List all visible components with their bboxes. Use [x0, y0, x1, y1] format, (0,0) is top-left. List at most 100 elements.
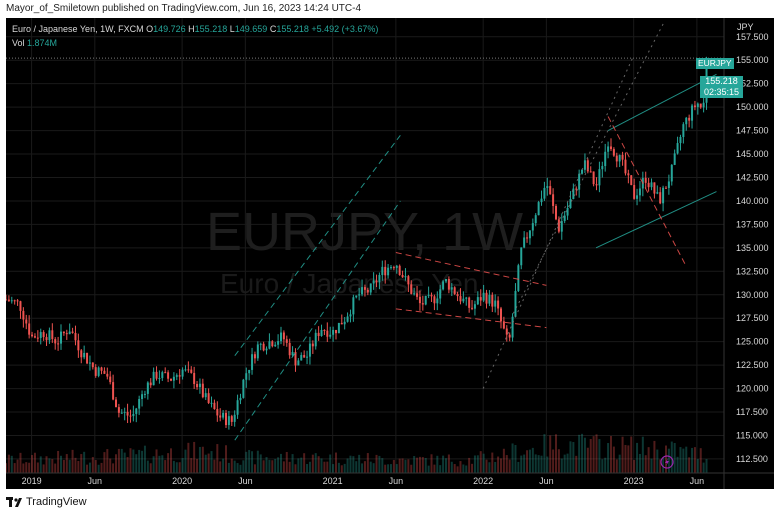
volume-bar: [268, 459, 271, 473]
volume-bar: [48, 458, 51, 473]
volume-bar: [488, 462, 491, 473]
volume-bar: [97, 464, 100, 473]
candle-body: [473, 304, 476, 309]
candle-body: [282, 332, 285, 340]
candle-body: [210, 402, 213, 404]
volume-bar: [297, 458, 300, 473]
candle-body: [187, 369, 190, 371]
candle-body: [355, 295, 358, 298]
volume-bar: [679, 447, 682, 473]
candle-body: [204, 393, 207, 398]
candle-body: [161, 372, 164, 379]
candle-body: [505, 328, 508, 335]
price-chart[interactable]: EURJPY, 1W Euro / Japanese Yen JPY 112.500 1…: [6, 18, 774, 489]
volume-bar: [699, 448, 702, 473]
volume-bar: [198, 446, 201, 473]
candle-body: [222, 412, 225, 418]
candle-body: [468, 297, 471, 308]
volume-bar: [245, 451, 248, 473]
candle-body: [410, 284, 413, 294]
volume-bar: [259, 454, 262, 473]
volume-bar: [65, 454, 68, 473]
price-tick-label: 135.000: [736, 243, 769, 253]
price-tick-label: 125.000: [736, 337, 769, 347]
chart-frame[interactable]: EURJPY, 1W Euro / Japanese Yen JPY 112.500 1…: [6, 18, 774, 489]
volume-bar: [540, 455, 543, 473]
candle-body: [57, 343, 60, 345]
price-tick-label: 127.500: [736, 313, 769, 323]
candle-body: [10, 300, 13, 302]
volume-bar: [129, 448, 132, 473]
volume-bar: [181, 457, 184, 473]
vol-value: 1.874M: [27, 38, 58, 48]
candle-body: [233, 414, 236, 422]
candle-body: [230, 416, 233, 422]
candle-body: [71, 331, 74, 334]
volume-bar: [164, 460, 167, 473]
price-tick-label: 155.000: [736, 55, 769, 65]
candle-body: [352, 297, 355, 315]
volume-bar: [491, 452, 494, 473]
volume-bar: [36, 462, 39, 473]
volume-bar: [523, 454, 526, 473]
candle-body: [702, 102, 705, 108]
volume-bar: [187, 442, 190, 473]
candle-body: [398, 265, 401, 276]
candle-body: [120, 412, 123, 414]
volume-bar: [114, 454, 117, 473]
volume-bar: [670, 441, 673, 473]
trendline-rising_channel_2020: [234, 200, 401, 441]
candle-body: [387, 267, 390, 276]
candle-body: [94, 367, 97, 376]
candle-body: [16, 300, 19, 302]
volume-bar: [294, 464, 297, 473]
volume-bar: [190, 458, 193, 473]
candle-body: [592, 171, 595, 185]
volume-bar: [251, 451, 254, 473]
volume-bar: [667, 448, 670, 473]
trendline-descending_channel_2021: [395, 308, 547, 329]
volume-bar: [146, 460, 149, 473]
volume-bar: [583, 437, 586, 473]
volume-bar: [42, 464, 45, 473]
price-tick-label: 140.000: [736, 196, 769, 206]
volume-bar: [332, 464, 335, 473]
price-tick-label: 137.500: [736, 219, 769, 229]
volume-bar: [560, 458, 563, 473]
candle-body: [311, 343, 314, 347]
candle-body: [303, 355, 306, 358]
candle-body: [146, 382, 149, 394]
candle-body: [169, 378, 172, 381]
candle-body: [499, 308, 502, 322]
candle-body: [181, 369, 184, 377]
candle-body: [375, 280, 378, 283]
volume-bar: [109, 458, 112, 473]
time-tick-label: 2022: [473, 476, 493, 486]
candle-body: [650, 182, 653, 188]
candle-body: [630, 175, 633, 186]
volume-bar: [436, 455, 439, 473]
candle-body: [253, 354, 256, 359]
volume-bar: [152, 456, 155, 473]
volume-bar: [308, 461, 311, 473]
price-tick-label: 117.500: [736, 407, 768, 417]
volume-bar: [407, 459, 410, 473]
volume-bar: [39, 456, 42, 473]
candle-body: [265, 348, 268, 351]
volume-bar: [612, 446, 615, 473]
volume-bar: [378, 455, 381, 473]
volume-bar: [45, 456, 48, 473]
volume-bar: [352, 456, 355, 473]
volume-bar: [427, 465, 430, 473]
volume-bar: [615, 459, 618, 473]
volume-bar: [502, 448, 505, 473]
candle-body: [251, 354, 254, 370]
candle-body: [306, 356, 309, 358]
volume-bar: [271, 460, 274, 473]
candle-body: [691, 105, 694, 121]
candle-body: [531, 223, 534, 231]
candle-body: [25, 319, 28, 324]
candle-body: [68, 331, 71, 335]
time-tick-label: 2019: [22, 476, 42, 486]
candle-body: [291, 352, 294, 356]
